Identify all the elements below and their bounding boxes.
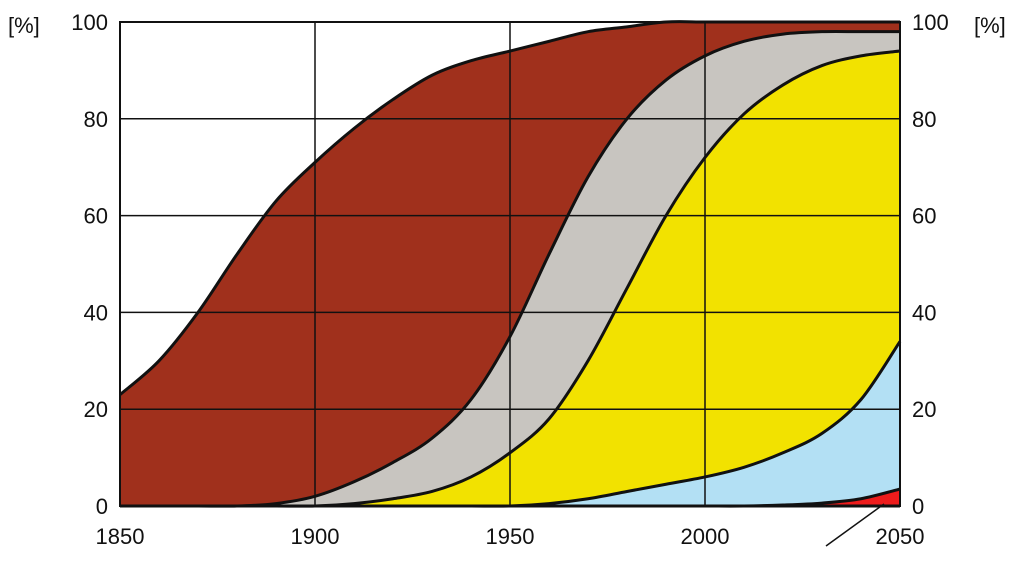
- y-axis-right-ticks: 0 20 40 60 80 100: [912, 10, 949, 519]
- y-tick-right: 100: [912, 10, 949, 35]
- y-tick-left: 100: [71, 10, 108, 35]
- y-unit-right: [%]: [974, 13, 1006, 38]
- y-tick-right: 80: [912, 107, 936, 132]
- y-tick-right: 40: [912, 300, 936, 325]
- x-tick: 2050: [876, 524, 925, 549]
- y-tick-left: 0: [96, 494, 108, 519]
- x-tick: 2000: [681, 524, 730, 549]
- y-tick-right: 0: [912, 494, 924, 519]
- area-layer-4: [120, 341, 900, 507]
- y-tick-right: 20: [912, 397, 936, 422]
- callout-line: [825, 503, 885, 547]
- x-axis-ticks: 1850 1900 1950 2000 2050: [96, 524, 925, 549]
- x-tick: 1850: [96, 524, 145, 549]
- y-axis-left-ticks: 0 20 40 60 80 100: [71, 10, 108, 519]
- y-tick-left: 40: [84, 300, 108, 325]
- y-tick-left: 80: [84, 107, 108, 132]
- y-unit-left: [%]: [8, 13, 40, 38]
- x-tick: 1950: [486, 524, 535, 549]
- y-tick-left: 60: [84, 204, 108, 229]
- plot-frame: [119, 21, 901, 507]
- y-tick-left: 20: [84, 397, 108, 422]
- y-tick-right: 60: [912, 204, 936, 229]
- x-tick: 1900: [291, 524, 340, 549]
